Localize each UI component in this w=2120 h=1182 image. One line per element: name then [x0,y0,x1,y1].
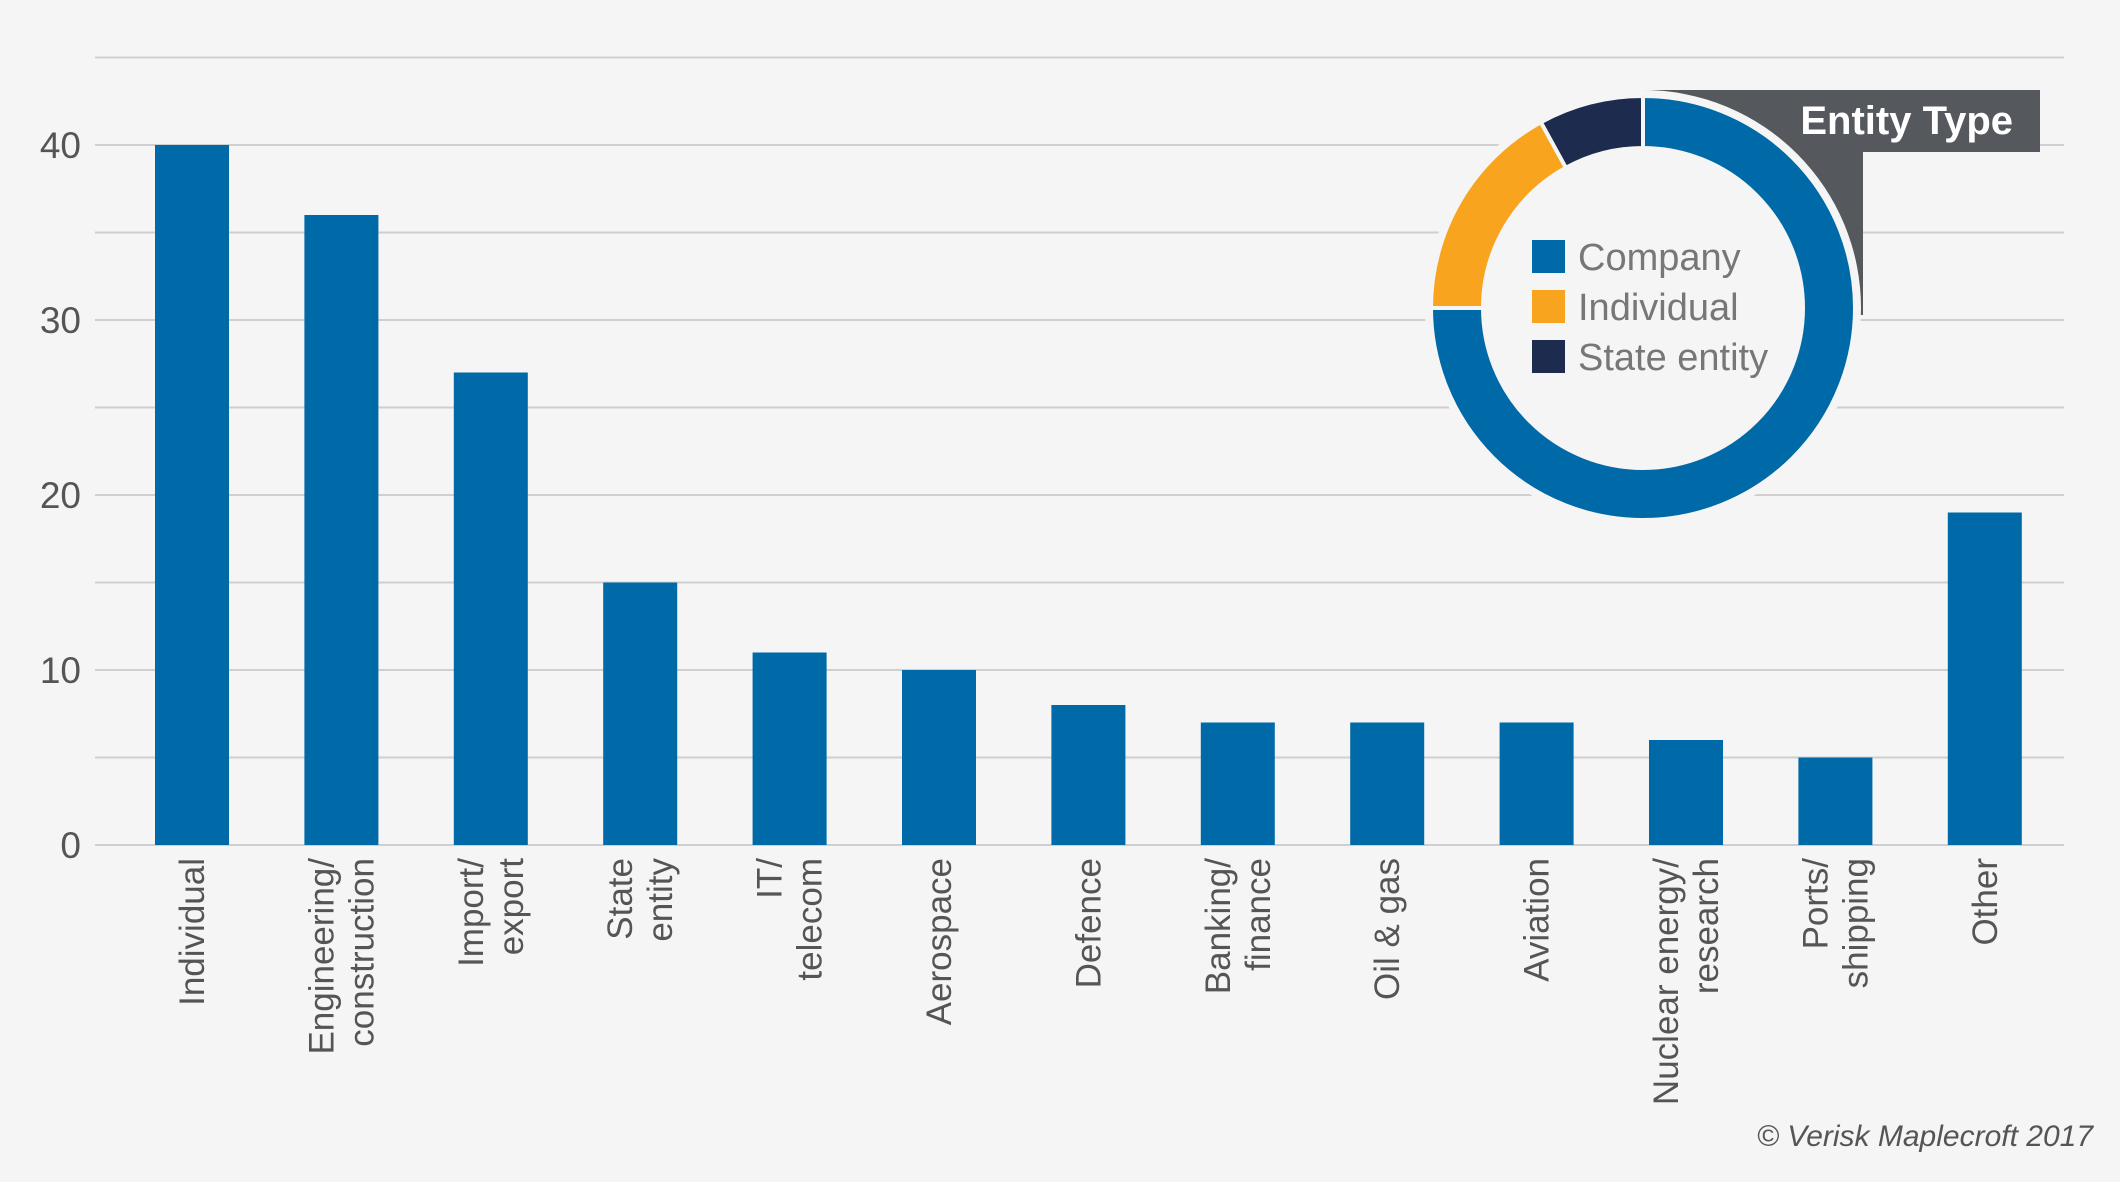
bar [1649,740,1723,845]
y-tick-label: 20 [40,475,81,516]
x-tick-label-line: Oil & gas [1368,858,1407,1000]
x-tick-label-line: shipping [1836,858,1875,988]
bar [453,372,528,845]
x-tick-label-line: Other [1966,858,2005,946]
x-tick-label-line: entity [641,858,680,942]
bar [1947,512,2022,845]
donut-slice-company [1428,93,1857,522]
x-tick-label: State entity [601,858,680,942]
x-tick-label-line: export [492,858,531,956]
bar [603,582,678,845]
y-tick-label: 0 [60,825,81,866]
y-tick-label: 10 [40,650,81,691]
x-tick-label: Aerospace [920,858,959,1025]
donut-title: Entity Type [1800,99,2013,143]
y-tick-label: 30 [40,300,81,341]
x-tick-label-line: Defence [1069,858,1108,988]
bar [752,652,827,845]
donut-chart: Entity Type Company Individual State entit… [1425,90,2040,526]
bar [1200,722,1275,845]
x-tick-label: Nuclear energy/research [1647,858,1726,1105]
x-tick-label-line: State [601,858,640,940]
donut-slice-state-entity [1538,93,1645,171]
x-tick-label-line: Import/ [452,858,491,967]
donut-hole [1485,150,1801,466]
x-tick-label-line: Engineering/ [302,858,341,1055]
bar [1350,722,1425,845]
x-tick-label-line: Individual [173,858,212,1006]
bars [155,145,2022,845]
y-axis-ticks: 0 10 20 30 40 [40,125,81,866]
x-tick-label-line: Nuclear energy/ [1647,858,1686,1105]
y-tick-label: 40 [40,125,81,166]
legend-label: Individual [1578,287,1739,329]
legend-swatch [1532,290,1565,323]
x-tick-label-line: Banking/ [1199,858,1238,994]
x-tick-label: Aviation [1518,858,1557,982]
x-tick-label: Banking/finance [1199,858,1278,994]
x-tick-label: Engineering/construction [302,858,381,1055]
x-axis-labels: Individual Engineering/construction Import… [173,858,2005,1106]
x-tick-label-line: telecom [791,858,830,981]
bar [1798,757,1873,845]
x-tick-label-line: finance [1239,858,1278,971]
bar [1051,705,1126,845]
bar [155,145,229,845]
x-tick-label-line: Aviation [1518,858,1557,982]
legend-label: State entity [1578,337,1768,379]
x-tick-label-line: research [1687,858,1726,994]
bar [1499,722,1574,845]
x-tick-label-line: Ports/ [1796,858,1835,950]
bar [902,670,976,845]
legend: Company Individual State entity [1532,237,1768,379]
x-tick-label-line: IT/ [751,858,790,899]
x-tick-label: Defence [1069,858,1108,988]
legend-swatch [1532,340,1565,373]
gridlines [95,56,2064,846]
x-tick-label: Import/export [452,858,531,967]
copyright: © Verisk Maplecroft 2017 [1757,1120,2094,1153]
x-tick-label: IT/telecom [751,858,830,981]
x-tick-label-line: Aerospace [920,858,959,1025]
x-tick-label: Individual [173,858,212,1006]
x-tick-label: Ports/shipping [1796,858,1875,989]
legend-label: Company [1578,237,1741,279]
x-tick-label-line: construction [342,858,381,1047]
x-tick-label: Oil & gas [1368,858,1407,1000]
bar [304,215,379,845]
legend-swatch [1532,240,1565,273]
x-tick-label: Other [1966,858,2005,946]
